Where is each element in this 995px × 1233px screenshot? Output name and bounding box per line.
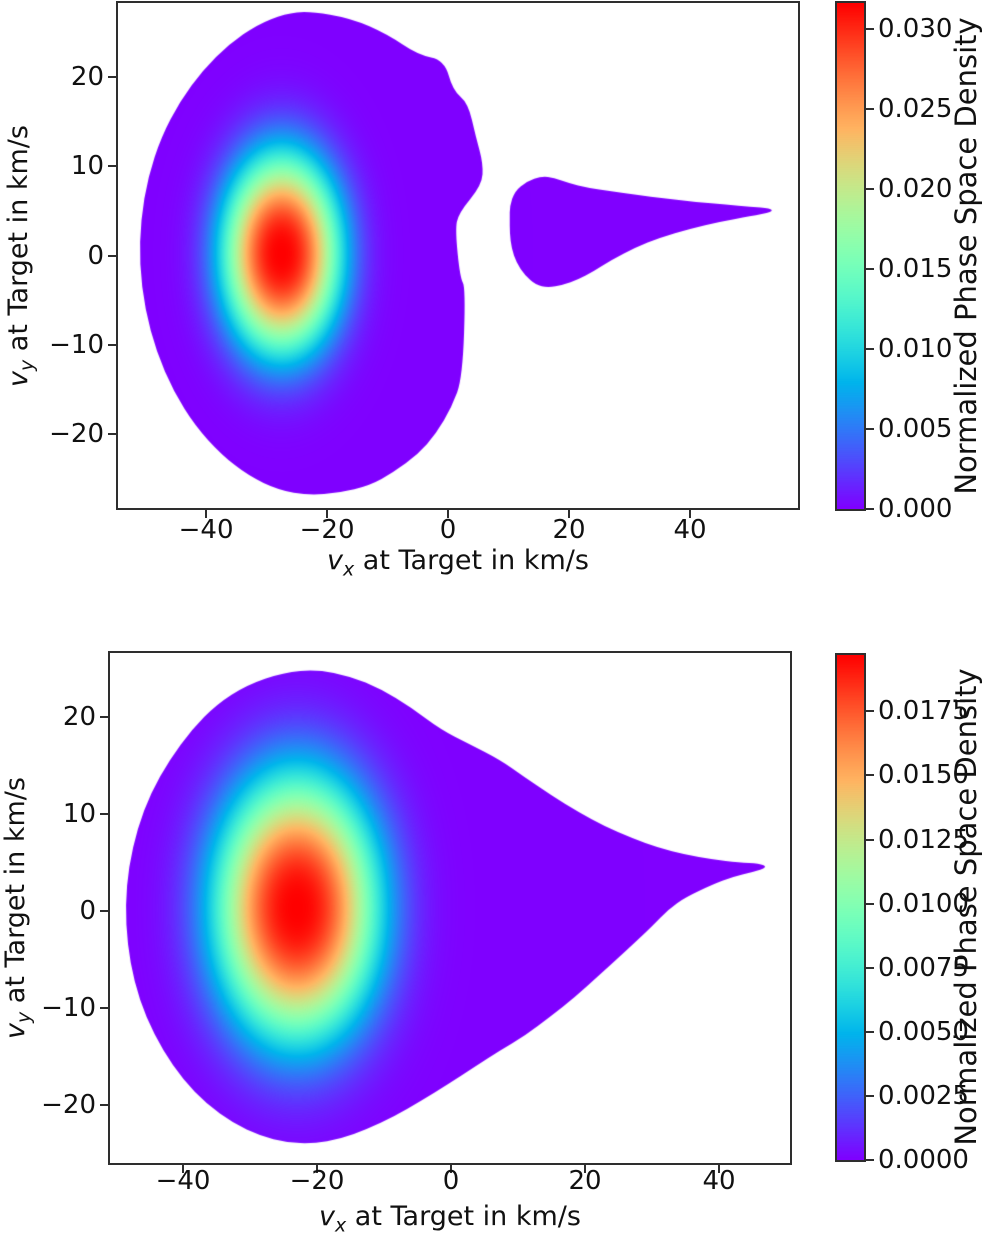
colorbar-tick-mark [866, 1094, 874, 1097]
y-tick-mark [100, 715, 108, 718]
colorbar-tick-mark [866, 347, 874, 350]
x-tick-mark [689, 510, 692, 518]
y-tick-label: −20 [49, 418, 104, 449]
x-tick-label: −40 [178, 515, 234, 545]
top-colorbar-label: Normalized Phase Space Density [949, 17, 983, 495]
x-tick-label: 20 [552, 515, 586, 545]
x-tick-mark [717, 1165, 720, 1173]
y-tick-label: 20 [70, 62, 104, 93]
x-tick-mark [447, 510, 450, 518]
x-tick-mark [568, 510, 571, 518]
colorbar-tick-label: 0.0025 [878, 1080, 969, 1111]
y-tick-mark [100, 1103, 108, 1106]
x-tick-label: −20 [299, 515, 355, 545]
y-tick-mark [108, 432, 116, 435]
y-tick-mark [108, 165, 116, 168]
colorbar-tick-label: 0.0075 [878, 952, 969, 983]
x-tick-mark [583, 1165, 586, 1173]
colorbar-tick-label: 0.000 [878, 494, 953, 524]
y-tick-label: 0 [79, 895, 96, 926]
colorbar-tick-mark [866, 1030, 874, 1033]
colorbar-tick-mark [866, 710, 874, 713]
y-tick-mark [100, 909, 108, 912]
y-tick-label: −20 [41, 1089, 96, 1120]
colorbar-tick-label: 0.005 [878, 413, 953, 444]
y-tick-label: 0 [87, 240, 104, 271]
colorbar-tick-mark [866, 267, 874, 270]
colorbar-tick-mark [866, 427, 874, 430]
x-tick-mark [450, 1165, 452, 1173]
colorbar-tick-mark [866, 1159, 874, 1161]
y-tick-label: 20 [62, 701, 96, 732]
x-tick-label: 40 [702, 1166, 736, 1196]
bottom-colorbar [835, 653, 866, 1162]
y-tick-mark [108, 254, 116, 257]
colorbar-tick-mark [866, 902, 874, 905]
colorbar-tick-label: 0.0125 [878, 824, 969, 855]
x-tick-mark [182, 1165, 185, 1173]
x-tick-mark [326, 510, 329, 518]
colorbar-tick-label: 0.020 [878, 173, 953, 204]
colorbar-tick-label: 0.0100 [878, 888, 969, 919]
colorbar-tick-label: 0.0050 [878, 1016, 969, 1047]
colorbar-tick-label: 0.025 [878, 93, 953, 124]
bottom-colorbar-canvas [837, 655, 864, 1160]
colorbar-tick-label: 0.030 [878, 13, 953, 44]
colorbar-tick-mark [866, 508, 874, 510]
colorbar-tick-mark [866, 27, 874, 30]
x-tick-label: 0 [442, 1166, 460, 1196]
colorbar-tick-label: 0.0000 [878, 1145, 969, 1175]
top-colorbar-canvas [837, 3, 864, 509]
x-tick-label: −40 [155, 1166, 211, 1196]
y-tick-label: −10 [49, 329, 104, 360]
top-axes [116, 1, 800, 510]
colorbar-tick-mark [866, 838, 874, 841]
x-tick-mark [316, 1165, 318, 1173]
colorbar-tick-mark [866, 774, 874, 777]
x-tick-mark [205, 510, 208, 518]
x-tick-label: 20 [568, 1166, 602, 1196]
x-tick-label: 40 [673, 515, 707, 545]
colorbar-tick-mark [866, 187, 874, 190]
colorbar-tick-mark [866, 107, 874, 110]
y-tick-mark [108, 76, 116, 79]
bottom-axes [108, 651, 792, 1165]
bottom-x-axis-label: vx at Target in km/s [319, 1201, 581, 1233]
y-tick-mark [100, 812, 108, 815]
y-tick-label: 10 [62, 798, 96, 829]
y-tick-label: 10 [70, 151, 104, 182]
y-tick-mark [100, 1006, 108, 1009]
colorbar-tick-label: 0.010 [878, 333, 953, 364]
x-tick-label: −20 [289, 1166, 345, 1196]
bottom-heatmap-canvas [110, 653, 790, 1163]
top-heatmap-canvas [118, 3, 798, 508]
x-tick-label: 0 [439, 515, 457, 545]
top-colorbar [835, 1, 866, 511]
y-tick-label: −10 [41, 992, 96, 1023]
colorbar-tick-mark [866, 966, 874, 969]
top-x-axis-label: vx at Target in km/s [327, 545, 589, 581]
y-tick-mark [108, 343, 116, 346]
colorbar-tick-label: 0.015 [878, 253, 953, 284]
colorbar-tick-label: 0.0175 [878, 696, 969, 727]
colorbar-tick-label: 0.0150 [878, 760, 969, 791]
